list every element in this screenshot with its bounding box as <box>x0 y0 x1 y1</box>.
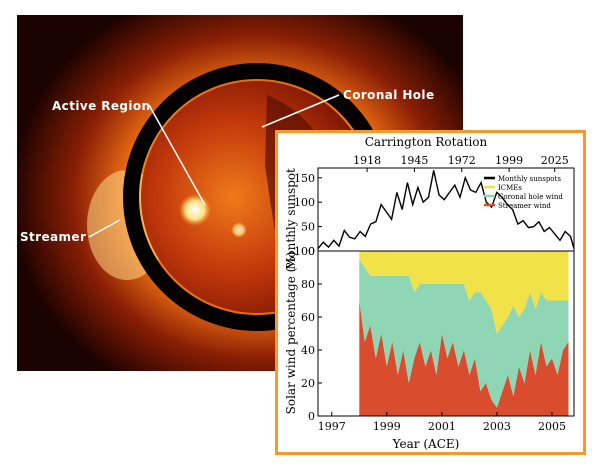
wind-y-tick-label: 20 <box>301 377 315 390</box>
wind-y-tick-label: 0 <box>308 410 315 423</box>
legend-label: Coronal hole wind <box>498 193 563 201</box>
streamer-pointer <box>88 219 121 238</box>
chart-svg: Carrington Rotation Monthly sunspot Sola… <box>284 135 575 451</box>
year-tick-label: 2003 <box>483 420 511 433</box>
wind-y-tick-label: 60 <box>301 311 315 324</box>
year-x-label: Year (ACE) <box>392 437 460 451</box>
sunspot-y-tick-label: 150 <box>294 172 315 185</box>
sunspot-y-tick-label: 0 <box>308 245 315 258</box>
coronal-hole-pointer <box>261 94 340 128</box>
year-tick-label: 1997 <box>318 420 346 433</box>
wind-y-tick-label: 40 <box>301 344 315 357</box>
wind-frame <box>317 250 575 417</box>
active-region-label: Active Region <box>52 99 150 113</box>
wind-y-tick-label: 100 <box>294 245 315 258</box>
active-region-glow <box>179 194 211 226</box>
legend-label: ICMEs <box>498 184 522 192</box>
chart-card: Carrington Rotation Monthly sunspot Sola… <box>275 130 586 455</box>
sunspot-line <box>317 170 575 250</box>
year-tick-label: 2001 <box>428 420 456 433</box>
carrington-rotation-title: Carrington Rotation <box>365 135 488 149</box>
top-tick-label: 1972 <box>448 154 476 167</box>
legend-label: Monthly sunspots <box>498 175 561 183</box>
year-tick-label: 2005 <box>538 420 566 433</box>
streamer-label: Streamer <box>20 230 86 244</box>
top-tick-label: 1999 <box>495 154 523 167</box>
top-tick-label: 1918 <box>353 154 381 167</box>
area-streamer-wind <box>359 300 569 416</box>
bright-point <box>231 222 247 238</box>
year-tick-label: 1999 <box>373 420 401 433</box>
wind-y-label: Solar wind percentage (%) <box>284 252 298 415</box>
active-region-pointer <box>148 104 206 206</box>
solar-wind-plot: 1997 1999 2001 2003 2005 0 20 40 60 80 100 <box>294 245 575 433</box>
coronal-hole-label: Coronal Hole <box>343 88 434 102</box>
area-icmes <box>359 251 569 334</box>
area-coronal-hole-wind <box>359 259 569 408</box>
top-tick-label: 1945 <box>400 154 428 167</box>
sunspot-plot: 1918 1945 1972 1999 2025 0 50 100 150 <box>294 154 575 258</box>
sunspot-y-tick-label: 50 <box>301 221 315 234</box>
legend-label: Streamer wind <box>498 202 551 210</box>
sunspot-y-tick-label: 100 <box>294 196 315 209</box>
wind-y-tick-label: 80 <box>301 278 315 291</box>
top-tick-label: 2025 <box>541 154 569 167</box>
sunspot-y-label: Monthly sunspot <box>284 168 298 270</box>
